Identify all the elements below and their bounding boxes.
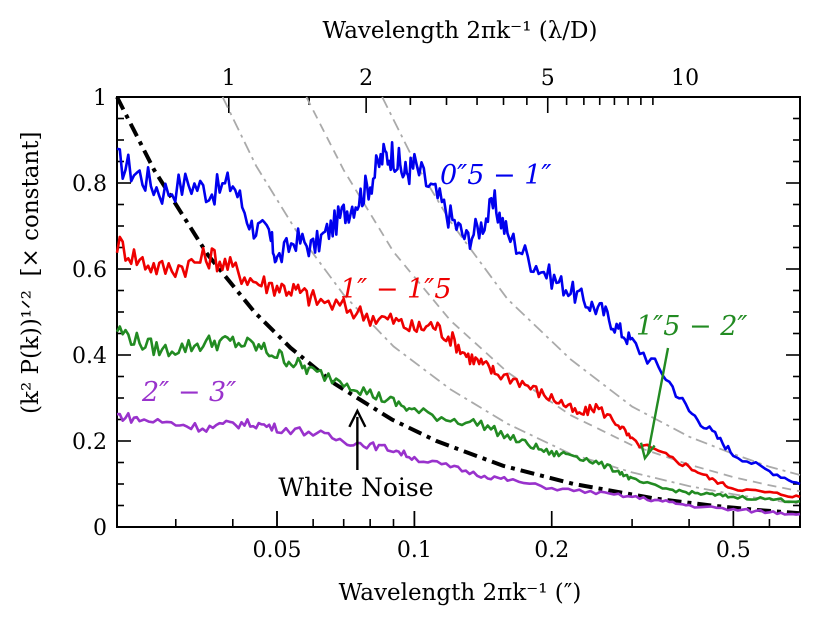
y-axis-title: (k² P(k))¹ᐟ² bbox=[18, 290, 44, 414]
series-line-3 bbox=[116, 412, 801, 516]
series-label-green: 1″5 − 2″ bbox=[636, 311, 748, 342]
y-tick-label: 0.8 bbox=[72, 172, 107, 197]
reference-curve-2 bbox=[305, 96, 801, 493]
top-tick-label: 1 bbox=[222, 66, 236, 91]
x-tick-label: 0.2 bbox=[534, 538, 569, 563]
y-axis-title-extra: [× constant] bbox=[18, 132, 44, 277]
x-axis-title: Wavelength 2πk⁻¹ (″) bbox=[339, 580, 582, 606]
reference-curve-0 bbox=[115, 96, 801, 516]
series-layer bbox=[115, 141, 801, 516]
reference-curve-1 bbox=[221, 96, 801, 505]
white-noise-arrowhead bbox=[348, 408, 367, 428]
y-axis-title-group: (k² P(k))¹ᐟ² [× constant] bbox=[18, 132, 44, 414]
y-tick-label: 0.4 bbox=[72, 344, 107, 369]
series-label-blue: 0″5 − 1″ bbox=[440, 160, 552, 191]
y-tick-label: 1 bbox=[93, 86, 107, 111]
y-tick-label: 0 bbox=[93, 516, 107, 541]
x-tick-label: 0.05 bbox=[253, 538, 302, 563]
series-label-red: 1″ − 1″5 bbox=[340, 274, 452, 305]
series-line-0 bbox=[116, 141, 801, 486]
x-tick-label: 0.5 bbox=[716, 538, 751, 563]
reference-curve-3 bbox=[381, 96, 801, 476]
y-tick-label: 0.6 bbox=[72, 258, 107, 283]
green-label-arrow bbox=[646, 347, 670, 455]
series-line-1 bbox=[115, 235, 801, 499]
series-label-purple: 2″ − 3″ bbox=[141, 377, 236, 408]
top-tick-label: 2 bbox=[359, 66, 373, 91]
white-noise-label: White Noise bbox=[278, 473, 433, 502]
top-tick-label: 5 bbox=[541, 66, 555, 91]
reference-curves bbox=[115, 96, 801, 516]
y-tick-label: 0.2 bbox=[72, 430, 107, 455]
x-tick-label: 0.1 bbox=[397, 538, 432, 563]
plot-area: 0 0.2 0.4 0.6 0.8 1 0.05 0.1 0.2 0.5 1 2 5 10 bbox=[72, 66, 801, 563]
series-line-2 bbox=[115, 325, 801, 504]
top-axis-title: Wavelength 2πk⁻¹ (λ/D) bbox=[323, 18, 598, 44]
top-tick-label: 10 bbox=[671, 66, 699, 91]
ticks-layer: 0 0.2 0.4 0.6 0.8 1 0.05 0.1 0.2 0.5 1 2 5 10 bbox=[72, 66, 800, 563]
annotation-arrows bbox=[348, 347, 670, 470]
green-label-arrowhead bbox=[639, 442, 656, 461]
